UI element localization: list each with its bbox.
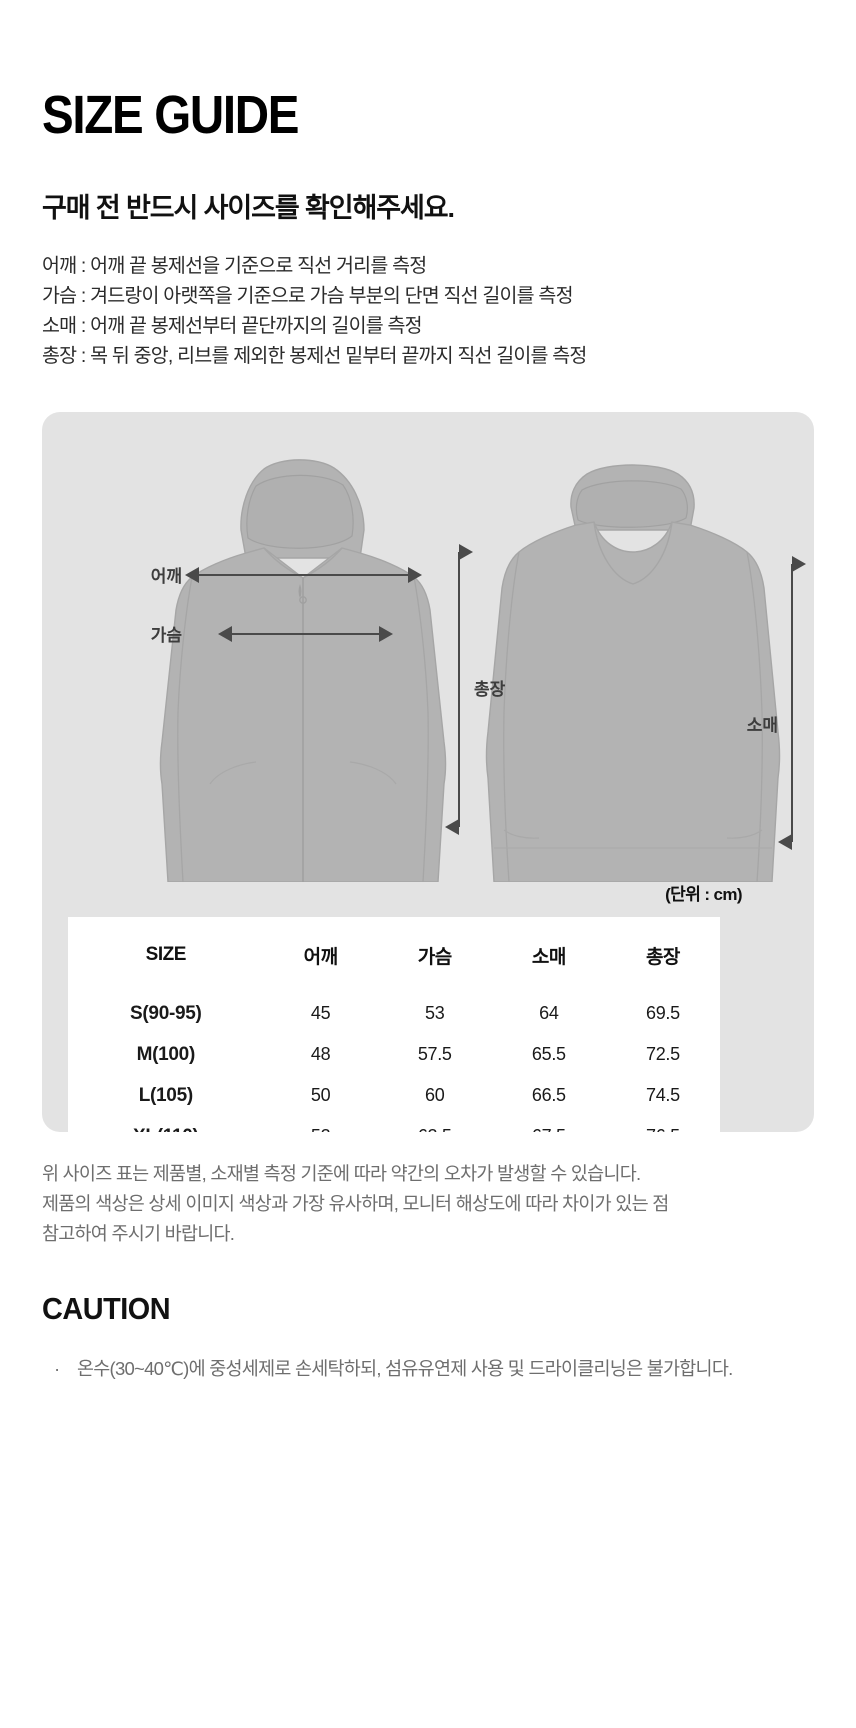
diagram-label-length: 총장 xyxy=(474,680,506,699)
description-line-shoulder: 어깨 : 어깨 끝 봉제선을 기준으로 직선 거리를 측정 xyxy=(42,255,427,277)
cell-shoulder: 52 xyxy=(264,1116,378,1132)
hoodie-front-illustration xyxy=(159,459,447,882)
description-line-sleeve: 소매 : 어깨 끝 봉제선부터 끝단까지의 길이를 측정 xyxy=(42,315,423,337)
cell-chest: 53 xyxy=(425,1003,445,1023)
page-subtitle: 구매 전 반드시 사이즈를 확인해주세요. xyxy=(42,193,455,223)
cell-chest: 60 xyxy=(425,1085,445,1105)
table-header-size: SIZE xyxy=(145,944,187,965)
cell-shoulder: 48 xyxy=(310,1044,331,1064)
diagram-label-chest: 가슴 xyxy=(151,626,183,645)
unit-note: (단위 : cm) xyxy=(665,885,742,904)
size-table: SIZE 어깨 가슴 소매 총장 S(90-95) 45 53 64 69.5 xyxy=(68,917,720,1132)
caution-list: · 온수(30~40℃)에 중성세제로 손세탁하되, 섬유유연제 사용 및 드라… xyxy=(42,1327,814,1384)
diagram-label-shoulder: 어깨 xyxy=(151,567,182,586)
cell-shoulder: 45 xyxy=(310,1003,331,1023)
cell-size: L(105) xyxy=(138,1084,193,1106)
cell-chest: 62.5 xyxy=(378,1116,492,1132)
caution-item-text: 온수(30~40℃)에 중성세제로 손세탁하되, 섬유유연제 사용 및 드라이클… xyxy=(77,1358,733,1379)
cell-sleeve: 66.5 xyxy=(531,1085,566,1105)
measurement-description: 어깨 : 어깨 끝 봉제선을 기준으로 직선 거리를 측정 가슴 : 겨드랑이 … xyxy=(42,225,814,371)
diagram-label-sleeve: 소매 xyxy=(747,716,778,735)
cell-chest: 57.5 xyxy=(417,1044,452,1064)
description-line-length: 총장 : 목 뒤 중앙, 리브를 제외한 봉제선 밑부터 끝까지 직선 길이를 … xyxy=(42,345,587,367)
cell-sleeve: 67.5 xyxy=(492,1116,606,1132)
page-title: SIZE GUIDE xyxy=(42,85,299,145)
footnote-line-1: 위 사이즈 표는 제품별, 소재별 측정 기준에 따라 약간의 오차가 발생할 … xyxy=(42,1163,641,1184)
caution-title: CAUTION xyxy=(42,1291,171,1326)
size-table-footnote: 위 사이즈 표는 제품별, 소재별 측정 기준에 따라 약간의 오차가 발생할 … xyxy=(42,1132,814,1249)
table-row: S(90-95) 45 53 64 69.5 xyxy=(68,993,720,1034)
hoodie-diagram: 어깨 가슴 총장 소매 xyxy=(151,459,806,882)
footnote-line-3: 참고하여 주시기 바랍니다. xyxy=(42,1223,235,1244)
description-line-chest: 가슴 : 겨드랑이 아랫쪽을 기준으로 가슴 부분의 단면 직선 길이를 측정 xyxy=(42,285,574,307)
table-row: XL(110) 52 62.5 67.5 76.5 xyxy=(68,1116,720,1133)
bullet-icon: · xyxy=(54,1358,60,1379)
cell-length: 74.5 xyxy=(646,1085,680,1105)
cell-length: 72.5 xyxy=(646,1044,680,1064)
table-row: M(100) 48 57.5 65.5 72.5 xyxy=(68,1034,720,1075)
size-table-container: SIZE 어깨 가슴 소매 총장 S(90-95) 45 53 64 69.5 xyxy=(68,917,720,1132)
list-item: · 온수(30~40℃)에 중성세제로 손세탁하되, 섬유유연제 사용 및 드라… xyxy=(42,1353,797,1384)
diagram-panel: 어깨 가슴 총장 소매 (단위 : cm) SIZE 어깨 가슴 소매 총장 xyxy=(42,412,814,1132)
table-header-row: SIZE 어깨 가슴 소매 총장 xyxy=(68,917,720,993)
table-row: L(105) 50 60 66.5 74.5 xyxy=(68,1075,720,1116)
table-header-length: 총장 xyxy=(645,946,680,968)
footnote-line-2: 제품의 색상은 상세 이미지 색상과 가장 유사하며, 모니터 해상도에 따라 … xyxy=(42,1193,669,1214)
cell-shoulder: 50 xyxy=(310,1085,331,1105)
cell-sleeve: 65.5 xyxy=(531,1044,566,1064)
cell-length: 76.5 xyxy=(606,1116,720,1132)
cell-size: XL(110) xyxy=(68,1116,264,1133)
hoodie-back-illustration xyxy=(485,464,781,882)
table-header-sleeve: 소매 xyxy=(531,946,566,968)
cell-length: 69.5 xyxy=(646,1003,680,1023)
cell-sleeve: 64 xyxy=(539,1003,559,1023)
cell-size: S(90-95) xyxy=(130,1002,202,1024)
table-header-shoulder: 어깨 xyxy=(303,946,338,968)
table-header-chest: 가슴 xyxy=(417,946,452,968)
cell-size: M(100) xyxy=(136,1043,196,1065)
